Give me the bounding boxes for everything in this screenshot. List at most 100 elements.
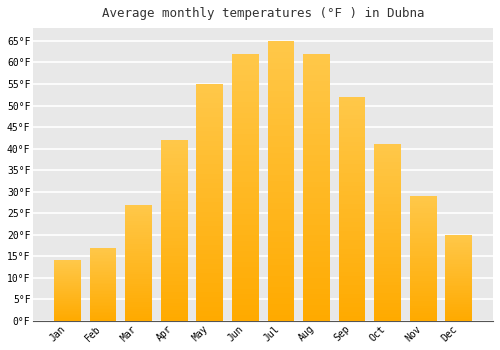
Bar	[54, 306, 81, 308]
Bar	[196, 174, 223, 179]
Bar	[268, 243, 294, 248]
Bar	[410, 243, 436, 246]
Bar	[338, 307, 365, 312]
Bar	[196, 146, 223, 150]
Bar	[338, 115, 365, 119]
Bar	[54, 286, 81, 287]
Bar	[90, 278, 117, 280]
Bar	[126, 295, 152, 298]
Bar	[126, 246, 152, 249]
Bar	[54, 268, 81, 269]
Bar	[196, 160, 223, 164]
Bar	[446, 276, 472, 278]
Bar	[374, 197, 401, 201]
Bar	[54, 275, 81, 276]
Bar	[446, 302, 472, 303]
Bar	[126, 318, 152, 321]
Bar	[126, 239, 152, 242]
Bar	[303, 155, 330, 161]
Bar	[232, 262, 258, 267]
Bar	[126, 216, 152, 218]
Bar	[268, 237, 294, 243]
Bar	[303, 102, 330, 107]
Bar	[410, 251, 436, 253]
Bar	[126, 302, 152, 304]
Bar	[126, 265, 152, 267]
Bar	[303, 315, 330, 321]
Bar	[374, 293, 401, 296]
Bar	[90, 294, 117, 296]
Bar	[90, 265, 117, 267]
Bar	[161, 173, 188, 176]
Bar	[196, 131, 223, 136]
Bar	[232, 225, 258, 230]
Bar	[90, 251, 117, 252]
Bar	[90, 280, 117, 281]
Bar	[232, 187, 258, 192]
Bar	[338, 142, 365, 146]
Bar	[338, 195, 365, 200]
Bar	[303, 198, 330, 203]
Bar	[268, 63, 294, 69]
Bar	[446, 250, 472, 252]
Bar	[54, 264, 81, 265]
Bar	[90, 288, 117, 290]
Bar	[232, 113, 258, 118]
Bar	[196, 89, 223, 93]
Bar	[338, 150, 365, 155]
Bar	[446, 298, 472, 300]
Bar	[232, 198, 258, 203]
Bar	[338, 222, 365, 227]
Bar	[232, 257, 258, 262]
Bar	[374, 215, 401, 218]
Bar	[374, 159, 401, 162]
Bar	[410, 273, 436, 276]
Bar	[54, 270, 81, 271]
Bar	[196, 250, 223, 254]
Bar	[374, 300, 401, 303]
Bar	[374, 151, 401, 155]
Bar	[196, 264, 223, 269]
Bar	[268, 248, 294, 254]
Bar	[126, 270, 152, 272]
Bar	[446, 283, 472, 285]
Bar	[374, 303, 401, 307]
Bar	[232, 294, 258, 299]
Bar	[126, 258, 152, 260]
Bar	[90, 290, 117, 292]
Bar	[338, 169, 365, 173]
Bar	[446, 273, 472, 274]
Bar	[338, 280, 365, 285]
Bar	[410, 301, 436, 303]
Bar	[126, 300, 152, 302]
Bar	[303, 171, 330, 177]
Bar	[268, 259, 294, 265]
Bar	[303, 278, 330, 284]
Bar	[374, 310, 401, 314]
Bar	[303, 128, 330, 134]
Bar	[446, 300, 472, 302]
Bar	[446, 245, 472, 247]
Bar	[410, 208, 436, 211]
Bar	[374, 286, 401, 289]
Bar	[161, 223, 188, 227]
Bar	[126, 274, 152, 277]
Bar	[161, 314, 188, 317]
Bar	[338, 106, 365, 110]
Bar	[90, 314, 117, 315]
Bar	[268, 131, 294, 136]
Bar	[410, 228, 436, 231]
Bar	[303, 305, 330, 310]
Bar	[126, 218, 152, 221]
Bar	[303, 107, 330, 113]
Bar	[161, 154, 188, 158]
Bar	[196, 202, 223, 207]
Bar	[196, 311, 223, 316]
Bar	[126, 214, 152, 216]
Bar	[268, 97, 294, 103]
Bar	[410, 221, 436, 223]
Bar	[54, 299, 81, 300]
Bar	[338, 231, 365, 236]
Bar	[410, 258, 436, 261]
Bar	[410, 271, 436, 273]
